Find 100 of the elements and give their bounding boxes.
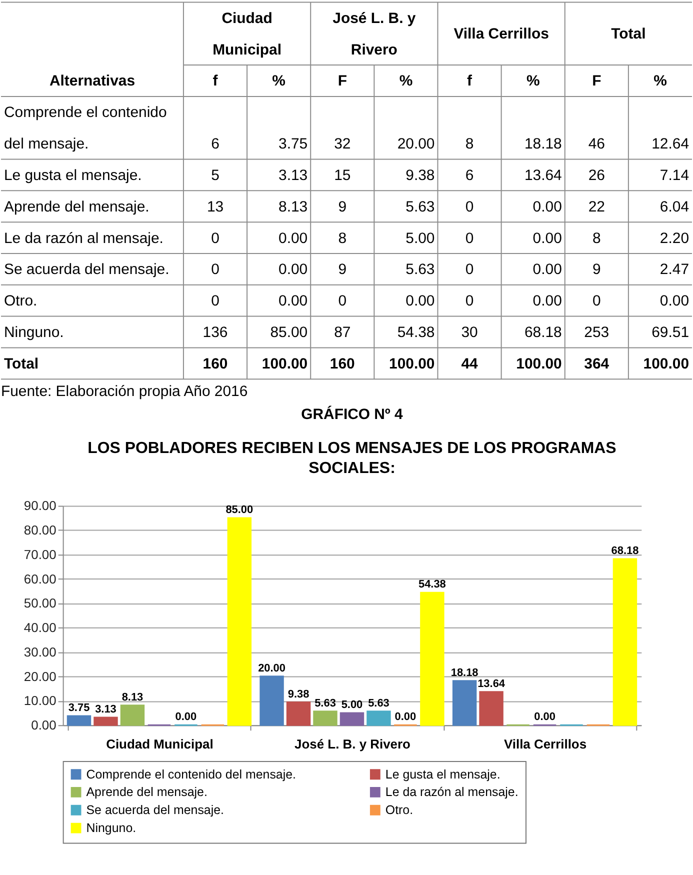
data-label: 9.38 xyxy=(406,166,435,184)
y-tick-label: 40.00 xyxy=(24,620,56,636)
bar xyxy=(286,702,311,726)
data-label: 0.00 xyxy=(534,711,556,724)
data-label: 0.00 xyxy=(278,230,308,247)
data-label: 13 xyxy=(206,198,224,216)
data-label: 5.00 xyxy=(406,230,435,247)
x-tick-label: Villa Cerrillos xyxy=(504,736,587,752)
bar xyxy=(340,712,364,726)
data-label: 5.63 xyxy=(406,198,435,216)
data-label: 54.38 xyxy=(397,324,435,341)
data-label: 20.00 xyxy=(397,136,435,153)
data-label: 8 xyxy=(592,230,601,247)
data-label: 3.75 xyxy=(68,702,90,714)
data-label: 9 xyxy=(338,261,347,278)
data-label: 26 xyxy=(588,166,605,184)
y-tick-label: Otro. xyxy=(4,292,38,310)
y-tick-label: Aprende del mensaje. xyxy=(4,198,150,216)
x-tick-label: F xyxy=(338,72,347,90)
data-label: 0 xyxy=(211,261,220,278)
data-label: 0.00 xyxy=(394,711,416,724)
x-tick-label: f xyxy=(467,72,472,90)
data-label: 253 xyxy=(584,324,610,341)
bar xyxy=(420,592,444,726)
data-label: 0 xyxy=(465,198,474,216)
data-label: 0 xyxy=(338,292,347,310)
data-label: 0 xyxy=(465,261,474,278)
data-label: 364 xyxy=(584,355,610,372)
bar xyxy=(94,716,118,726)
data-label: 0.00 xyxy=(278,261,308,278)
y-tick-label: Ninguno. xyxy=(4,324,64,341)
data-label: 6 xyxy=(465,166,474,184)
data-label: 9 xyxy=(338,198,347,216)
legend-label: Se acuerda del mensaje. xyxy=(86,803,224,818)
data-label: 30 xyxy=(461,324,478,341)
data-label: 12.64 xyxy=(652,136,690,153)
data-label: 0.00 xyxy=(406,292,435,310)
data-label: 54.38 xyxy=(418,578,446,591)
text: José L. B. y Rivero xyxy=(332,10,416,58)
y-tick-label: 80.00 xyxy=(24,522,56,538)
x-tick-label: f xyxy=(212,72,218,90)
data-label: 68.18 xyxy=(524,324,562,341)
data-label: 32 xyxy=(334,136,351,153)
chart-subtitle: LOS POBLADORES RECIBEN LOS MENSAJES DE LOS PROGRAMAS SOCIALES: xyxy=(88,440,616,477)
bar xyxy=(313,710,338,726)
bar xyxy=(479,691,504,726)
data-label: 5.00 xyxy=(341,698,363,711)
data-label: 2.20 xyxy=(660,230,690,247)
y-tick-label: Total xyxy=(4,355,39,372)
source-note: Fuente: Elaboración propia Año 2016 xyxy=(0,383,248,400)
y-tick-label: 10.00 xyxy=(24,693,56,708)
bar xyxy=(366,710,391,726)
bar xyxy=(120,704,145,726)
data-label: 0 xyxy=(465,292,474,310)
data-label: 18.18 xyxy=(524,136,562,153)
data-label: 68.18 xyxy=(611,544,639,557)
data-label: 46 xyxy=(588,136,605,153)
y-tick-label: 90.00 xyxy=(24,498,56,514)
data-label: 0.00 xyxy=(532,198,562,216)
data-label: 100.00 xyxy=(262,355,308,372)
y-tick-label: Le gusta el mensaje. xyxy=(4,166,142,184)
bar xyxy=(227,517,252,726)
data-label: 136 xyxy=(202,324,228,341)
data-label: 44 xyxy=(461,355,479,372)
data-label: 0 xyxy=(592,292,601,310)
y-tick-label: Comprende el contenido del mensaje. xyxy=(4,104,167,153)
data-label: 0.00 xyxy=(532,292,562,310)
legend-label: Le da razón al mensaje. xyxy=(385,785,518,800)
bar xyxy=(260,676,284,726)
data-label: 3.75 xyxy=(278,136,308,153)
data-label: 2.47 xyxy=(660,261,690,278)
data-label: 3.13 xyxy=(95,704,116,716)
y-tick-label: 50.00 xyxy=(24,596,56,611)
y-tick-label: 70.00 xyxy=(24,546,56,562)
data-label: 8 xyxy=(465,136,474,153)
data-label: 22 xyxy=(588,198,605,216)
bar xyxy=(66,715,92,726)
data-label: 87 xyxy=(334,324,351,341)
data-label: 0.00 xyxy=(660,292,690,310)
chart-title: GRÁFICO Nº 4 xyxy=(301,405,404,424)
data-label: 85.00 xyxy=(226,504,254,516)
data-label: 0.00 xyxy=(278,292,308,310)
y-tick-label: Se acuerda del mensaje. xyxy=(4,261,170,278)
legend-label: Comprende el contenido del mensaje. xyxy=(86,767,296,782)
data-label: 13.64 xyxy=(478,678,506,690)
data-label: 18.18 xyxy=(450,666,478,679)
legend-label: Le gusta el mensaje. xyxy=(385,767,500,782)
data-label: 100.00 xyxy=(389,355,435,372)
data-label: 160 xyxy=(202,355,228,372)
x-tick-label: % xyxy=(654,72,667,90)
data-label: 160 xyxy=(330,355,355,372)
x-tick-label: % xyxy=(526,72,540,90)
data-label: 0.00 xyxy=(532,261,562,278)
data-label: 8.13 xyxy=(122,691,144,704)
data-label: 0 xyxy=(211,292,220,310)
data-label: 0.00 xyxy=(532,230,562,247)
data-label: 6.04 xyxy=(660,198,690,216)
x-tick-label: Ciudad Municipal xyxy=(106,736,214,752)
data-label: 100.00 xyxy=(643,355,690,372)
data-label: 0.00 xyxy=(175,711,197,724)
